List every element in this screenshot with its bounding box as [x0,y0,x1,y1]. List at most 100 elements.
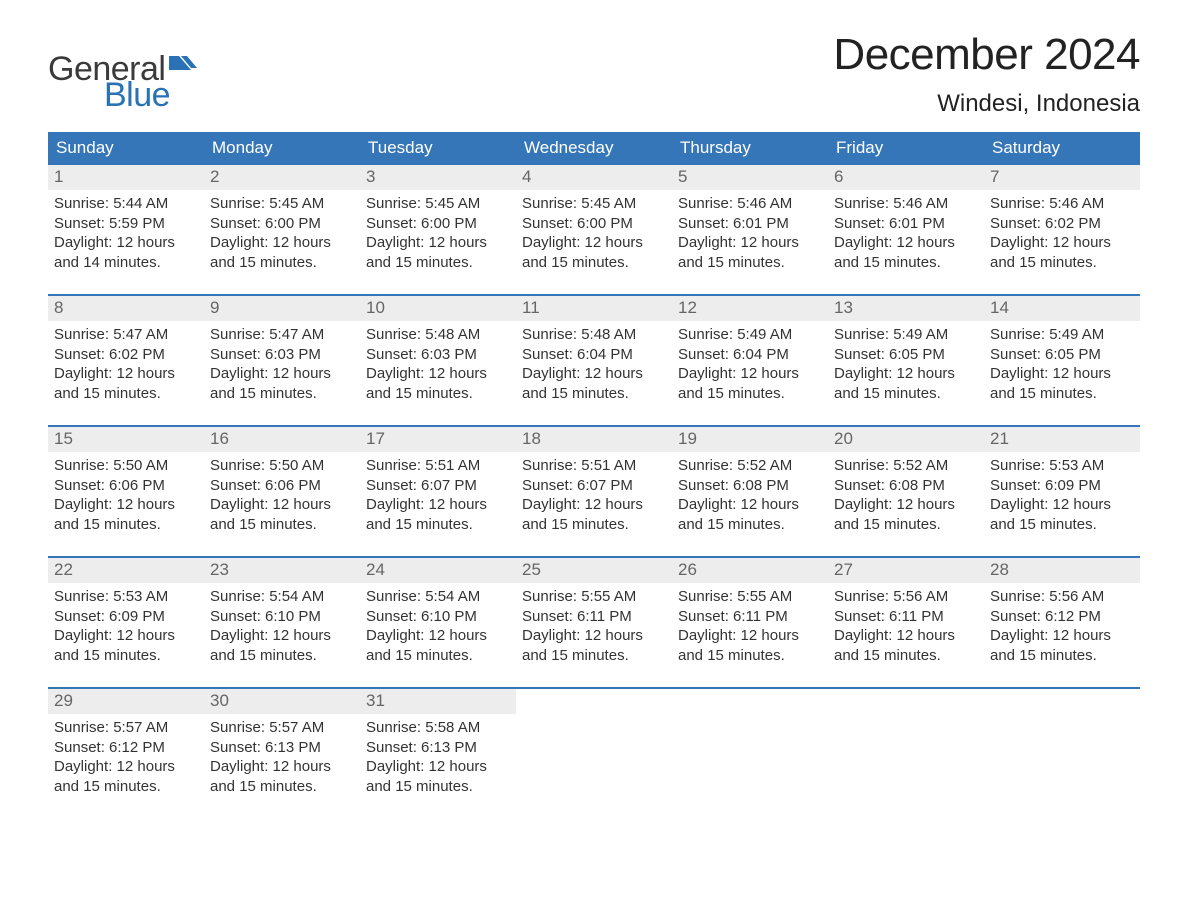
day-sunset: Sunset: 6:01 PM [678,214,822,234]
day-sunrise: Sunrise: 5:55 AM [522,587,666,607]
day-number-bar: 4 [516,165,672,190]
day-sunset: Sunset: 6:03 PM [210,345,354,365]
day-daylight-line2: and 15 minutes. [990,646,1134,666]
day-sunset: Sunset: 6:11 PM [678,607,822,627]
day-daylight-line1: Daylight: 12 hours [990,364,1134,384]
day-cell: 16Sunrise: 5:50 AMSunset: 6:06 PMDayligh… [204,427,360,538]
day-cell [516,689,672,800]
week-row: 8Sunrise: 5:47 AMSunset: 6:02 PMDaylight… [48,294,1140,407]
day-sunrise: Sunrise: 5:52 AM [834,456,978,476]
day-cell: 1Sunrise: 5:44 AMSunset: 5:59 PMDaylight… [48,165,204,276]
day-body: Sunrise: 5:45 AMSunset: 6:00 PMDaylight:… [360,190,516,276]
day-body: Sunrise: 5:51 AMSunset: 6:07 PMDaylight:… [360,452,516,538]
day-cell: 30Sunrise: 5:57 AMSunset: 6:13 PMDayligh… [204,689,360,800]
day-body: Sunrise: 5:57 AMSunset: 6:12 PMDaylight:… [48,714,204,800]
day-cell: 22Sunrise: 5:53 AMSunset: 6:09 PMDayligh… [48,558,204,669]
day-body: Sunrise: 5:53 AMSunset: 6:09 PMDaylight:… [984,452,1140,538]
day-daylight-line2: and 15 minutes. [990,515,1134,535]
day-number-bar: 7 [984,165,1140,190]
day-daylight-line1: Daylight: 12 hours [210,757,354,777]
day-number: 2 [210,167,219,186]
day-sunset: Sunset: 5:59 PM [54,214,198,234]
day-cell: 9Sunrise: 5:47 AMSunset: 6:03 PMDaylight… [204,296,360,407]
day-cell: 14Sunrise: 5:49 AMSunset: 6:05 PMDayligh… [984,296,1140,407]
day-body: Sunrise: 5:46 AMSunset: 6:02 PMDaylight:… [984,190,1140,276]
day-sunrise: Sunrise: 5:56 AM [834,587,978,607]
day-sunset: Sunset: 6:07 PM [522,476,666,496]
day-body: Sunrise: 5:50 AMSunset: 6:06 PMDaylight:… [48,452,204,538]
day-daylight-line1: Daylight: 12 hours [678,495,822,515]
day-sunset: Sunset: 6:06 PM [54,476,198,496]
day-sunset: Sunset: 6:00 PM [210,214,354,234]
day-cell: 2Sunrise: 5:45 AMSunset: 6:00 PMDaylight… [204,165,360,276]
day-daylight-line1: Daylight: 12 hours [834,626,978,646]
day-daylight-line2: and 15 minutes. [210,253,354,273]
day-daylight-line1: Daylight: 12 hours [522,626,666,646]
day-body: Sunrise: 5:49 AMSunset: 6:05 PMDaylight:… [828,321,984,407]
logo-word-blue: Blue [104,78,197,112]
day-number-bar: 29 [48,689,204,714]
day-number-bar: 19 [672,427,828,452]
day-number-bar: 28 [984,558,1140,583]
day-daylight-line2: and 15 minutes. [990,253,1134,273]
day-number-bar: 30 [204,689,360,714]
day-daylight-line2: and 15 minutes. [366,777,510,797]
day-body: Sunrise: 5:54 AMSunset: 6:10 PMDaylight:… [204,583,360,669]
day-number: 6 [834,167,843,186]
day-daylight-line2: and 15 minutes. [54,384,198,404]
day-daylight-line2: and 15 minutes. [366,384,510,404]
day-daylight-line1: Daylight: 12 hours [834,364,978,384]
day-cell: 3 Sunrise: 5:45 AMSunset: 6:00 PMDaylight… [360,165,516,276]
day-daylight-line2: and 15 minutes. [834,384,978,404]
day-number-bar: 16 [204,427,360,452]
day-sunrise: Sunrise: 5:50 AM [210,456,354,476]
weekday-header: Saturday [984,132,1140,165]
day-number-bar: 6 [828,165,984,190]
day-number-bar: 31 [360,689,516,714]
day-sunset: Sunset: 6:05 PM [990,345,1134,365]
day-sunrise: Sunrise: 5:57 AM [210,718,354,738]
day-cell: 10Sunrise: 5:48 AMSunset: 6:03 PMDayligh… [360,296,516,407]
day-sunset: Sunset: 6:08 PM [834,476,978,496]
day-number: 21 [990,429,1009,448]
day-sunset: Sunset: 6:09 PM [54,607,198,627]
day-sunrise: Sunrise: 5:50 AM [54,456,198,476]
day-sunset: Sunset: 6:11 PM [522,607,666,627]
day-sunset: Sunset: 6:12 PM [54,738,198,758]
day-sunrise: Sunrise: 5:54 AM [210,587,354,607]
day-daylight-line1: Daylight: 12 hours [678,364,822,384]
day-daylight-line1: Daylight: 12 hours [366,757,510,777]
day-sunrise: Sunrise: 5:48 AM [522,325,666,345]
day-daylight-line2: and 15 minutes. [522,253,666,273]
day-cell: 31Sunrise: 5:58 AMSunset: 6:13 PMDayligh… [360,689,516,800]
day-sunrise: Sunrise: 5:53 AM [990,456,1134,476]
day-number-bar: 23 [204,558,360,583]
day-sunset: Sunset: 6:04 PM [678,345,822,365]
day-sunrise: Sunrise: 5:54 AM [366,587,510,607]
day-body: Sunrise: 5:56 AMSunset: 6:12 PMDaylight:… [984,583,1140,669]
day-daylight-line1: Daylight: 12 hours [54,626,198,646]
day-number-bar: 2 [204,165,360,190]
day-sunrise: Sunrise: 5:46 AM [678,194,822,214]
day-sunset: Sunset: 6:02 PM [54,345,198,365]
day-body: Sunrise: 5:49 AMSunset: 6:04 PMDaylight:… [672,321,828,407]
header-region: General Blue December 2024 Windesi, Indo… [48,30,1140,118]
day-number: 20 [834,429,853,448]
day-number-bar: 1 [48,165,204,190]
day-number: 17 [366,429,385,448]
day-daylight-line2: and 15 minutes. [834,646,978,666]
day-number: 19 [678,429,697,448]
day-number: 24 [366,560,385,579]
day-body: Sunrise: 5:44 AMSunset: 5:59 PMDaylight:… [48,190,204,276]
day-cell [672,689,828,800]
day-daylight-line1: Daylight: 12 hours [54,757,198,777]
day-number-bar: 27 [828,558,984,583]
day-body: Sunrise: 5:53 AMSunset: 6:09 PMDaylight:… [48,583,204,669]
day-number: 11 [522,298,540,317]
day-daylight-line2: and 15 minutes. [678,646,822,666]
day-daylight-line1: Daylight: 12 hours [990,626,1134,646]
day-sunset: Sunset: 6:10 PM [366,607,510,627]
day-number: 3 [366,167,375,186]
day-daylight-line1: Daylight: 12 hours [678,233,822,253]
day-cell: 11Sunrise: 5:48 AMSunset: 6:04 PMDayligh… [516,296,672,407]
